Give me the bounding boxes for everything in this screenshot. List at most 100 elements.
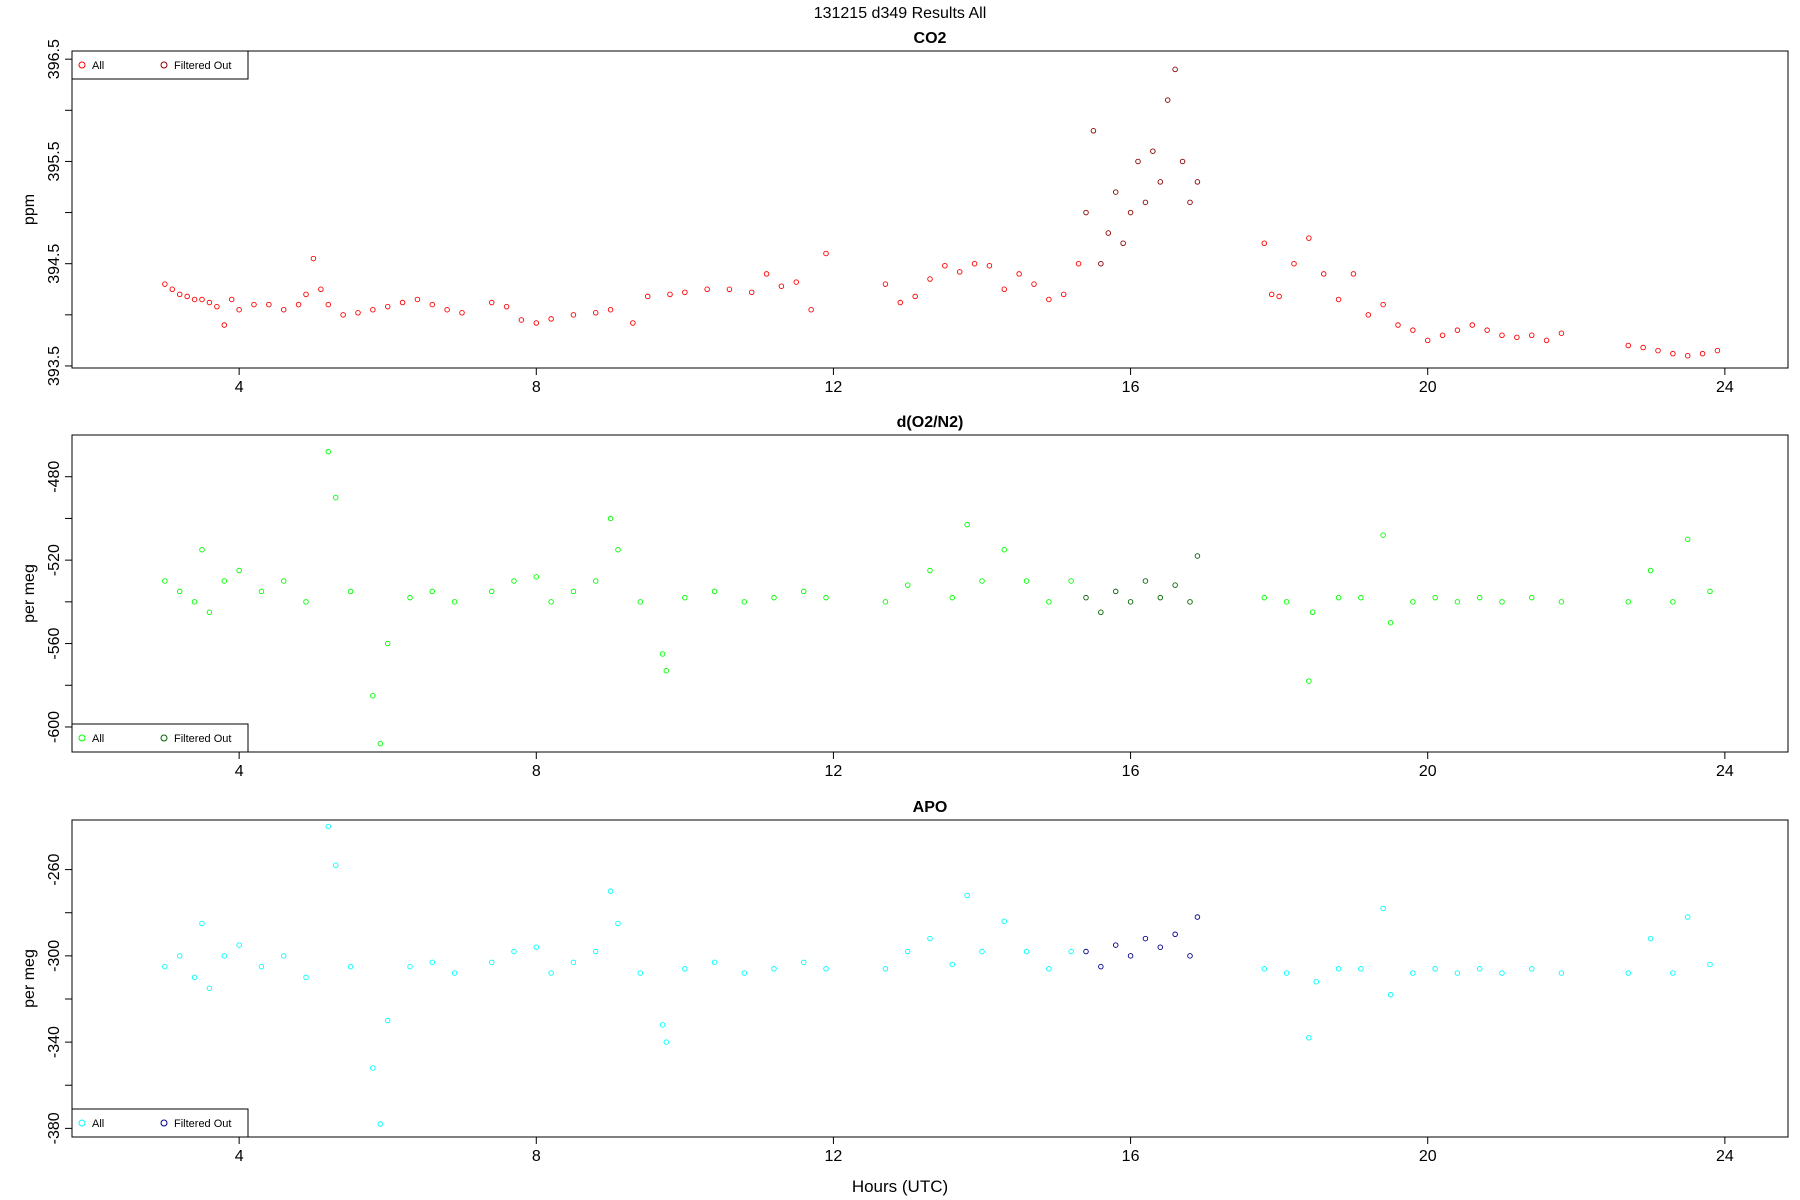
data-point — [310, 255, 317, 262]
x-tick-label: 16 — [1122, 1148, 1140, 1165]
data-point — [1157, 944, 1164, 950]
data-point — [659, 1022, 666, 1028]
data-point — [429, 959, 436, 966]
y-axis-label: ppm — [21, 194, 38, 225]
data-point — [1268, 291, 1275, 298]
x-tick-label: 8 — [532, 1148, 541, 1165]
plot-frame — [71, 434, 1789, 753]
data-point — [1142, 935, 1149, 942]
data-point — [882, 966, 889, 972]
y-tick-label: -300 — [46, 940, 63, 972]
data-point — [1707, 588, 1713, 595]
data-point — [191, 974, 198, 981]
data-point — [1335, 966, 1342, 972]
data-point — [1142, 578, 1149, 584]
x-tick-label: 20 — [1419, 379, 1437, 396]
data-point — [711, 959, 718, 966]
data-point — [1499, 599, 1505, 605]
data-point — [1358, 966, 1364, 972]
data-point — [1432, 594, 1438, 601]
data-point — [1306, 1035, 1312, 1041]
data-point — [318, 286, 324, 293]
data-point — [793, 279, 800, 285]
data-point — [1046, 966, 1052, 972]
data-point — [1543, 337, 1550, 344]
data-point — [800, 959, 807, 966]
data-point — [1023, 948, 1030, 955]
data-point — [407, 963, 413, 970]
data-point — [325, 823, 332, 830]
data-point — [1083, 948, 1089, 955]
data-point — [1261, 966, 1268, 972]
data-point — [682, 966, 688, 972]
data-point — [1625, 599, 1632, 605]
data-point — [615, 920, 621, 927]
data-point — [332, 862, 339, 869]
data-point — [1283, 599, 1290, 605]
data-point — [979, 578, 985, 584]
data-point — [221, 953, 228, 959]
data-point — [592, 578, 599, 584]
data-point — [548, 316, 554, 322]
data-point — [823, 250, 829, 257]
data-point — [414, 296, 421, 303]
legend-marker — [78, 61, 86, 69]
data-point — [1060, 291, 1067, 298]
data-point — [1476, 966, 1483, 972]
data-point — [1380, 301, 1386, 308]
data-point — [518, 317, 525, 323]
data-point — [1001, 546, 1008, 553]
data-point — [184, 293, 190, 300]
data-point — [347, 588, 354, 595]
x-tick-label: 24 — [1716, 763, 1734, 780]
data-point — [370, 1065, 376, 1071]
data-point — [1261, 240, 1268, 246]
data-point — [644, 293, 651, 300]
data-point — [1046, 599, 1052, 605]
data-point — [488, 588, 495, 595]
data-point — [1083, 594, 1089, 601]
data-point — [176, 291, 183, 298]
data-point — [236, 942, 242, 948]
data-point — [429, 301, 436, 308]
data-point — [340, 312, 346, 318]
y-axis-label: per meg — [21, 564, 38, 623]
data-point — [1335, 296, 1342, 303]
data-point — [1640, 344, 1646, 351]
data-point — [1358, 594, 1364, 601]
data-point — [711, 588, 718, 595]
data-point — [823, 594, 829, 601]
data-point — [1127, 599, 1134, 605]
data-point — [377, 740, 384, 747]
data-point — [459, 310, 465, 316]
data-point — [1194, 914, 1201, 920]
data-point — [1558, 599, 1565, 605]
x-axis-label: Hours (UTC) — [852, 1177, 948, 1196]
data-point — [206, 985, 213, 991]
legend-label: Filtered Out — [174, 733, 231, 745]
legend-label: All — [92, 60, 104, 72]
data-point — [1001, 918, 1008, 925]
y-tick-label: 395.5 — [46, 141, 63, 181]
data-point — [1387, 619, 1394, 626]
data-point — [1647, 935, 1654, 942]
data-point — [1684, 536, 1691, 543]
data-point — [771, 594, 777, 601]
data-point — [451, 599, 458, 605]
data-point — [1068, 948, 1074, 955]
data-point — [511, 578, 517, 584]
data-point — [548, 599, 554, 605]
data-point — [1291, 260, 1297, 267]
y-tick-label: -340 — [46, 1026, 63, 1058]
legend-box — [71, 50, 249, 80]
data-point — [942, 262, 948, 269]
y-tick-label: -600 — [46, 711, 63, 743]
data-point — [1670, 350, 1676, 357]
data-point — [771, 966, 777, 972]
data-point — [1179, 158, 1186, 165]
data-point — [1484, 327, 1490, 333]
data-point — [325, 301, 332, 308]
data-point — [1499, 332, 1505, 339]
data-point — [1320, 271, 1327, 277]
data-point — [1261, 594, 1268, 601]
